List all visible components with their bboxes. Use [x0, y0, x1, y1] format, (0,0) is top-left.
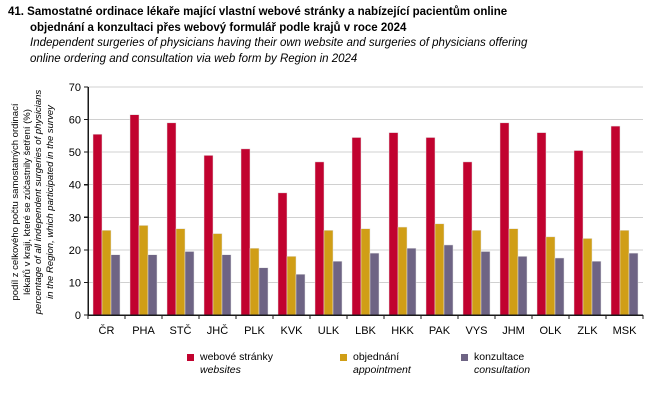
title-en-line2: online ordering and consultation via web…: [30, 52, 358, 65]
legend-entry-websites: webové stránky websites: [187, 351, 273, 377]
bar-appointment-ULK: [323, 230, 334, 316]
category-label-PAK: PAK: [429, 325, 451, 337]
bar-websites-PAK: [425, 137, 436, 316]
title-cs-line2: objednání a konzultaci přes webový formu…: [30, 21, 407, 34]
chart-title-english: Independent surgeries of physicians havi…: [8, 36, 644, 67]
y-tick-label: 60: [69, 115, 81, 127]
category-label-PHA: PHA: [132, 325, 155, 337]
bar-consultation-MSK: [628, 252, 639, 316]
category-label-JHČ: JHČ: [207, 324, 228, 337]
bar-websites-ZLK: [573, 150, 584, 316]
legend-label-consultation-en: consultation: [474, 364, 531, 376]
bar-appointment-MSK: [619, 230, 630, 316]
legend-swatch-websites: [187, 354, 194, 361]
bar-websites-PHA: [129, 114, 140, 316]
category-label-ULK: ULK: [318, 325, 340, 337]
bar-consultation-STČ: [184, 251, 195, 316]
bar-appointment-ČR: [101, 230, 112, 316]
bar-consultation-OLK: [554, 257, 565, 316]
bar-consultation-JHM: [517, 256, 528, 316]
bar-websites-ČR: [92, 133, 103, 316]
bar-websites-HKK: [388, 132, 399, 316]
bar-appointment-JHČ: [212, 233, 223, 316]
legend-swatch-consultation: [461, 354, 468, 361]
bar-websites-VYS: [462, 161, 473, 316]
bar-appointment-VYS: [471, 230, 482, 316]
y-tick-label: 0: [75, 310, 81, 322]
category-label-MSK: MSK: [613, 325, 638, 337]
y-tick-label: 10: [69, 277, 81, 289]
bar-consultation-LBK: [369, 252, 380, 316]
y-tick-label: 40: [69, 180, 81, 192]
legend-label-appointment-en: appointment: [353, 364, 411, 376]
y-tick-label: 30: [69, 212, 81, 224]
category-label-HKK: HKK: [391, 325, 414, 337]
bar-websites-JHČ: [203, 155, 214, 316]
bar-websites-MSK: [610, 125, 621, 316]
bar-websites-PLK: [240, 148, 251, 316]
bar-websites-KVK: [277, 192, 288, 316]
category-label-KVK: KVK: [280, 325, 303, 337]
bar-appointment-ZLK: [582, 238, 593, 316]
category-label-STČ: STČ: [170, 324, 192, 337]
bar-consultation-VYS: [480, 251, 491, 316]
bar-consultation-PHA: [147, 254, 158, 316]
y-tick-label: 50: [69, 147, 81, 159]
legend-label-appointment-cs: objednání: [353, 351, 400, 363]
bar-appointment-PAK: [434, 223, 445, 316]
category-label-ZLK: ZLK: [577, 325, 598, 337]
bar-appointment-PLK: [249, 247, 260, 316]
bar-appointment-STČ: [175, 228, 186, 316]
category-label-JHM: JHM: [502, 325, 525, 337]
bar-websites-JHM: [499, 122, 510, 316]
bar-consultation-ULK: [332, 261, 343, 316]
bar-appointment-LBK: [360, 228, 371, 316]
category-label-LBK: LBK: [355, 325, 376, 337]
legend-label-websites-en: websites: [200, 364, 241, 376]
bar-consultation-KVK: [295, 274, 306, 316]
title-cs-line1: 41. Samostatné ordinace lékaře mající vl…: [8, 6, 508, 18]
bar-appointment-OLK: [545, 236, 556, 316]
bar-consultation-JHČ: [221, 254, 232, 316]
bar-websites-LBK: [351, 137, 362, 316]
category-label-OLK: OLK: [539, 325, 562, 337]
legend-swatch-appointment: [340, 354, 347, 361]
bar-appointment-JHM: [508, 228, 519, 316]
bar-appointment-HKK: [397, 226, 408, 316]
bar-websites-ULK: [314, 161, 325, 316]
chart-title-czech: 41. Samostatné ordinace lékaře mající vl…: [8, 5, 644, 36]
chart-legend: webové stránky websites objednání appoin…: [0, 351, 652, 395]
bar-consultation-HKK: [406, 247, 417, 316]
legend-label-consultation-cs: konzultace: [474, 351, 525, 363]
bar-appointment-KVK: [286, 256, 297, 316]
chart-title-block: 41. Samostatné ordinace lékaře mající vl…: [8, 5, 644, 67]
y-tick-label: 20: [69, 245, 81, 257]
bar-appointment-PHA: [138, 225, 149, 316]
bar-websites-OLK: [536, 132, 547, 316]
legend-entry-appointment: objednání appointment: [340, 351, 411, 377]
category-label-ČR: ČR: [99, 324, 115, 337]
category-label-VYS: VYS: [465, 325, 487, 337]
legend-entry-consultation: konzultace consultation: [461, 351, 530, 377]
title-en-line1: Independent surgeries of physicians havi…: [30, 37, 528, 49]
legend-label-websites-cs: webové stránky: [200, 351, 273, 363]
category-label-PLK: PLK: [244, 325, 265, 337]
bar-consultation-PAK: [443, 244, 454, 316]
bar-consultation-ČR: [110, 254, 121, 316]
bar-websites-STČ: [166, 122, 177, 316]
bar-consultation-ZLK: [591, 261, 602, 316]
y-tick-label: 70: [69, 82, 81, 94]
bar-consultation-PLK: [258, 267, 269, 316]
